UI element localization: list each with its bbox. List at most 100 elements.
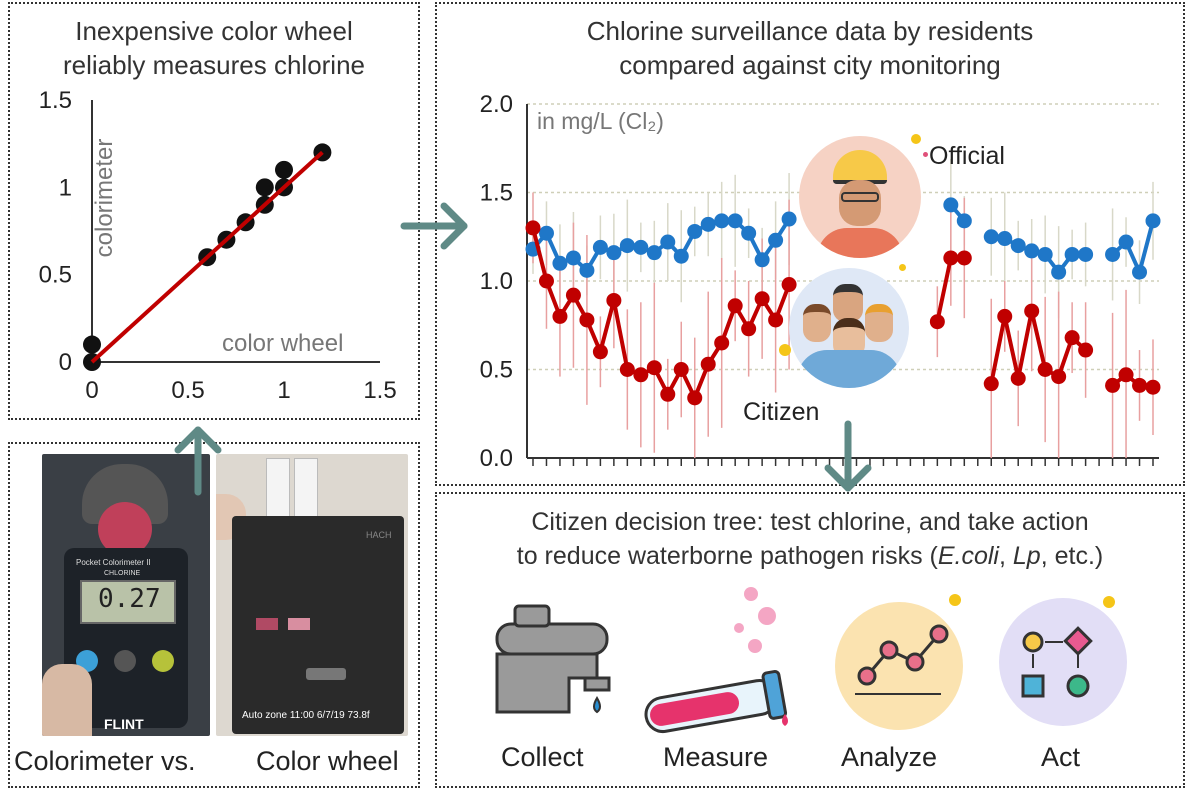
official-data-point bbox=[956, 213, 972, 229]
official-face bbox=[839, 180, 881, 226]
y-tick-label: 1.0 bbox=[480, 268, 513, 295]
citizen-data-point bbox=[592, 344, 608, 360]
x-tick-label: 1 bbox=[277, 377, 290, 404]
y-tick-label: 0.5 bbox=[39, 262, 72, 289]
official-data-point bbox=[754, 252, 770, 268]
official-data-point bbox=[660, 234, 676, 250]
citizen-data-point bbox=[754, 291, 770, 307]
scatter-point bbox=[275, 160, 293, 179]
read-button[interactable] bbox=[152, 650, 174, 672]
faucet-icon bbox=[495, 604, 611, 714]
official-avatar-icon bbox=[799, 136, 921, 258]
panel-a-title-line1: Inexpensive color wheel bbox=[75, 16, 353, 46]
citizen-data-point bbox=[633, 367, 649, 383]
panel-decision-tree: Citizen decision tree: test chlorine, an… bbox=[435, 492, 1185, 788]
citizen-data-point bbox=[943, 250, 959, 266]
title-suffix: , etc.) bbox=[1040, 542, 1104, 570]
colorimeter-brand: Pocket Colorimeter II bbox=[76, 558, 151, 567]
citizen-data-point bbox=[997, 308, 1013, 324]
title-ecoli: E.coli bbox=[937, 542, 999, 570]
citizen-data-point bbox=[1118, 367, 1134, 383]
deco-dot-4 bbox=[899, 264, 906, 271]
chart-analyze-icon bbox=[835, 594, 963, 730]
title-sep: , bbox=[998, 542, 1013, 570]
unit-label: in mg/L (Cl₂) bbox=[537, 108, 664, 134]
official-series-line bbox=[1111, 220, 1155, 275]
panel-d-title-line2: to reduce waterborne pathogen risks (E.c… bbox=[437, 542, 1183, 571]
official-glasses bbox=[841, 192, 879, 202]
official-data-point bbox=[579, 262, 595, 278]
zero-button[interactable] bbox=[114, 650, 136, 672]
citizen-data-point bbox=[714, 335, 730, 351]
official-data-point bbox=[997, 231, 1013, 247]
citizen-data-point bbox=[687, 390, 703, 406]
panel-a-title-line2: reliably measures chlorine bbox=[62, 50, 366, 80]
citizen-data-point bbox=[673, 362, 689, 377]
citizen-data-point bbox=[1132, 377, 1148, 393]
official-data-point bbox=[1132, 264, 1148, 280]
official-data-point bbox=[1051, 264, 1067, 280]
official-data-point bbox=[646, 245, 662, 261]
deco-dot-1 bbox=[911, 134, 921, 144]
deco-dot-3 bbox=[779, 344, 791, 356]
flowchart-act-icon bbox=[999, 596, 1127, 726]
colorimeter-reading: 0.27 bbox=[98, 584, 161, 614]
y-tick-label: 1.5 bbox=[39, 87, 72, 114]
panel-d-title-line1: Citizen decision tree: test chlorine, an… bbox=[531, 508, 1089, 536]
test-tube-icon bbox=[644, 587, 788, 734]
x-tick-label: 0 bbox=[85, 377, 98, 404]
y-tick-label: 0.5 bbox=[480, 357, 513, 384]
scatter-point bbox=[83, 335, 101, 354]
hard-hat bbox=[833, 150, 887, 184]
step-collect-label: Collect bbox=[501, 742, 584, 772]
scatter-point bbox=[255, 178, 274, 197]
official-data-point bbox=[1145, 213, 1161, 229]
x-tick-label: 0.5 bbox=[171, 377, 204, 404]
official-data-point bbox=[700, 216, 716, 232]
official-data-point bbox=[1024, 243, 1040, 259]
official-label: Official bbox=[929, 142, 1005, 170]
citizen-data-point bbox=[1064, 330, 1080, 346]
color-wheel-brand: HACH bbox=[366, 530, 392, 540]
hand-shape bbox=[42, 664, 92, 736]
official-data-point bbox=[619, 238, 635, 254]
official-data-point bbox=[781, 211, 797, 227]
official-data-point bbox=[714, 213, 730, 229]
caption-color-wheel: Color wheel bbox=[256, 746, 399, 776]
x-tick-label: 1.5 bbox=[363, 377, 396, 404]
y-tick-label: 1 bbox=[59, 174, 72, 201]
panel-b-title-line1: Chlorine surveillance data by residents bbox=[586, 16, 1034, 46]
colorimeter-vial bbox=[98, 502, 152, 556]
y-tick-label: 0 bbox=[59, 349, 72, 376]
official-data-point bbox=[1064, 246, 1080, 262]
citizen-data-point bbox=[538, 273, 554, 289]
citizen-data-point bbox=[956, 250, 972, 266]
title-lp: Lp bbox=[1012, 542, 1041, 570]
x-axis-label: color wheel bbox=[222, 330, 344, 357]
citizen-data-point bbox=[741, 321, 757, 337]
official-data-point bbox=[687, 223, 703, 239]
citizen-data-point bbox=[983, 376, 999, 392]
official-data-point bbox=[552, 255, 568, 271]
colorimeter-mode: CHLORINE bbox=[104, 570, 141, 577]
panel-device-photos: Pocket Colorimeter II CHLORINE 0.27 FLIN… bbox=[8, 442, 420, 788]
citizen-data-point bbox=[619, 362, 635, 377]
citizen-data-point bbox=[1051, 369, 1067, 385]
y-tick-label: 1.5 bbox=[480, 180, 513, 207]
step-act-label: Act bbox=[1041, 742, 1081, 772]
official-data-point bbox=[673, 248, 689, 264]
citizen-data-point bbox=[700, 356, 716, 372]
official-data-point bbox=[943, 197, 959, 213]
citizen-data-point bbox=[1078, 342, 1094, 358]
panel-chlorine-surveillance: Chlorine surveillance data by residents … bbox=[435, 2, 1185, 486]
citizen-data-point bbox=[660, 386, 676, 402]
comparison-window-left bbox=[256, 618, 278, 630]
citizen-bodies bbox=[797, 350, 901, 388]
y-tick-label: 2.0 bbox=[480, 91, 513, 118]
citizen-data-point bbox=[1010, 370, 1026, 386]
citizen-data-point bbox=[565, 287, 581, 303]
wheel-dial[interactable] bbox=[306, 668, 346, 680]
color-wheel-timestamp: Auto zone 11:00 6/7/19 73.8f bbox=[242, 710, 370, 721]
official-data-point bbox=[768, 232, 784, 248]
panel-colorwheel-vs-colorimeter: Inexpensive color wheel reliably measure… bbox=[8, 2, 420, 420]
